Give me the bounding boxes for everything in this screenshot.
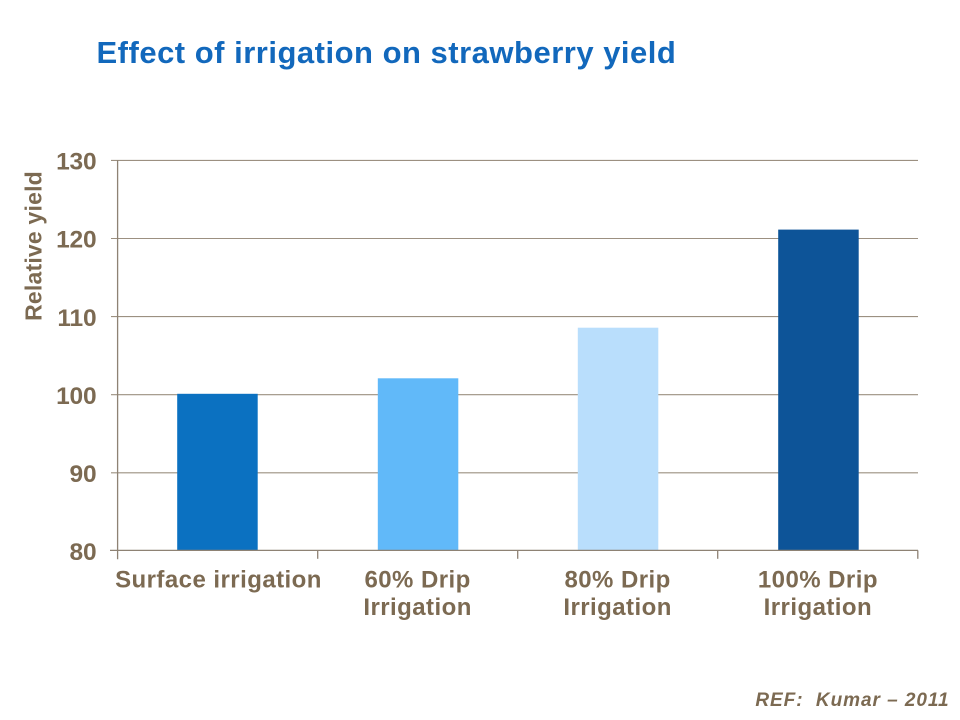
svg-text:110: 110 — [57, 305, 96, 332]
svg-text:130: 130 — [56, 149, 96, 176]
svg-text:Effect of irrigation on strawb: Effect of irrigation on strawberry yield — [97, 35, 677, 70]
svg-text:100: 100 — [56, 383, 96, 410]
svg-text:120: 120 — [56, 227, 96, 254]
svg-text:REF: Kumar – 2011: REF: Kumar – 2011 — [755, 690, 949, 711]
svg-text:100% Drip: 100% Drip — [758, 566, 878, 593]
svg-text:80: 80 — [70, 539, 97, 566]
svg-text:80% Drip: 80% Drip — [564, 566, 670, 593]
svg-text:Irrigation: Irrigation — [563, 594, 672, 621]
svg-text:60% Drip: 60% Drip — [364, 566, 470, 593]
svg-text:Relative yield: Relative yield — [20, 171, 46, 321]
svg-text:Irrigation: Irrigation — [363, 594, 472, 621]
svg-text:Irrigation: Irrigation — [764, 594, 873, 621]
svg-text:90: 90 — [70, 461, 97, 488]
svg-text:Surface irrigation: Surface irrigation — [115, 566, 322, 593]
